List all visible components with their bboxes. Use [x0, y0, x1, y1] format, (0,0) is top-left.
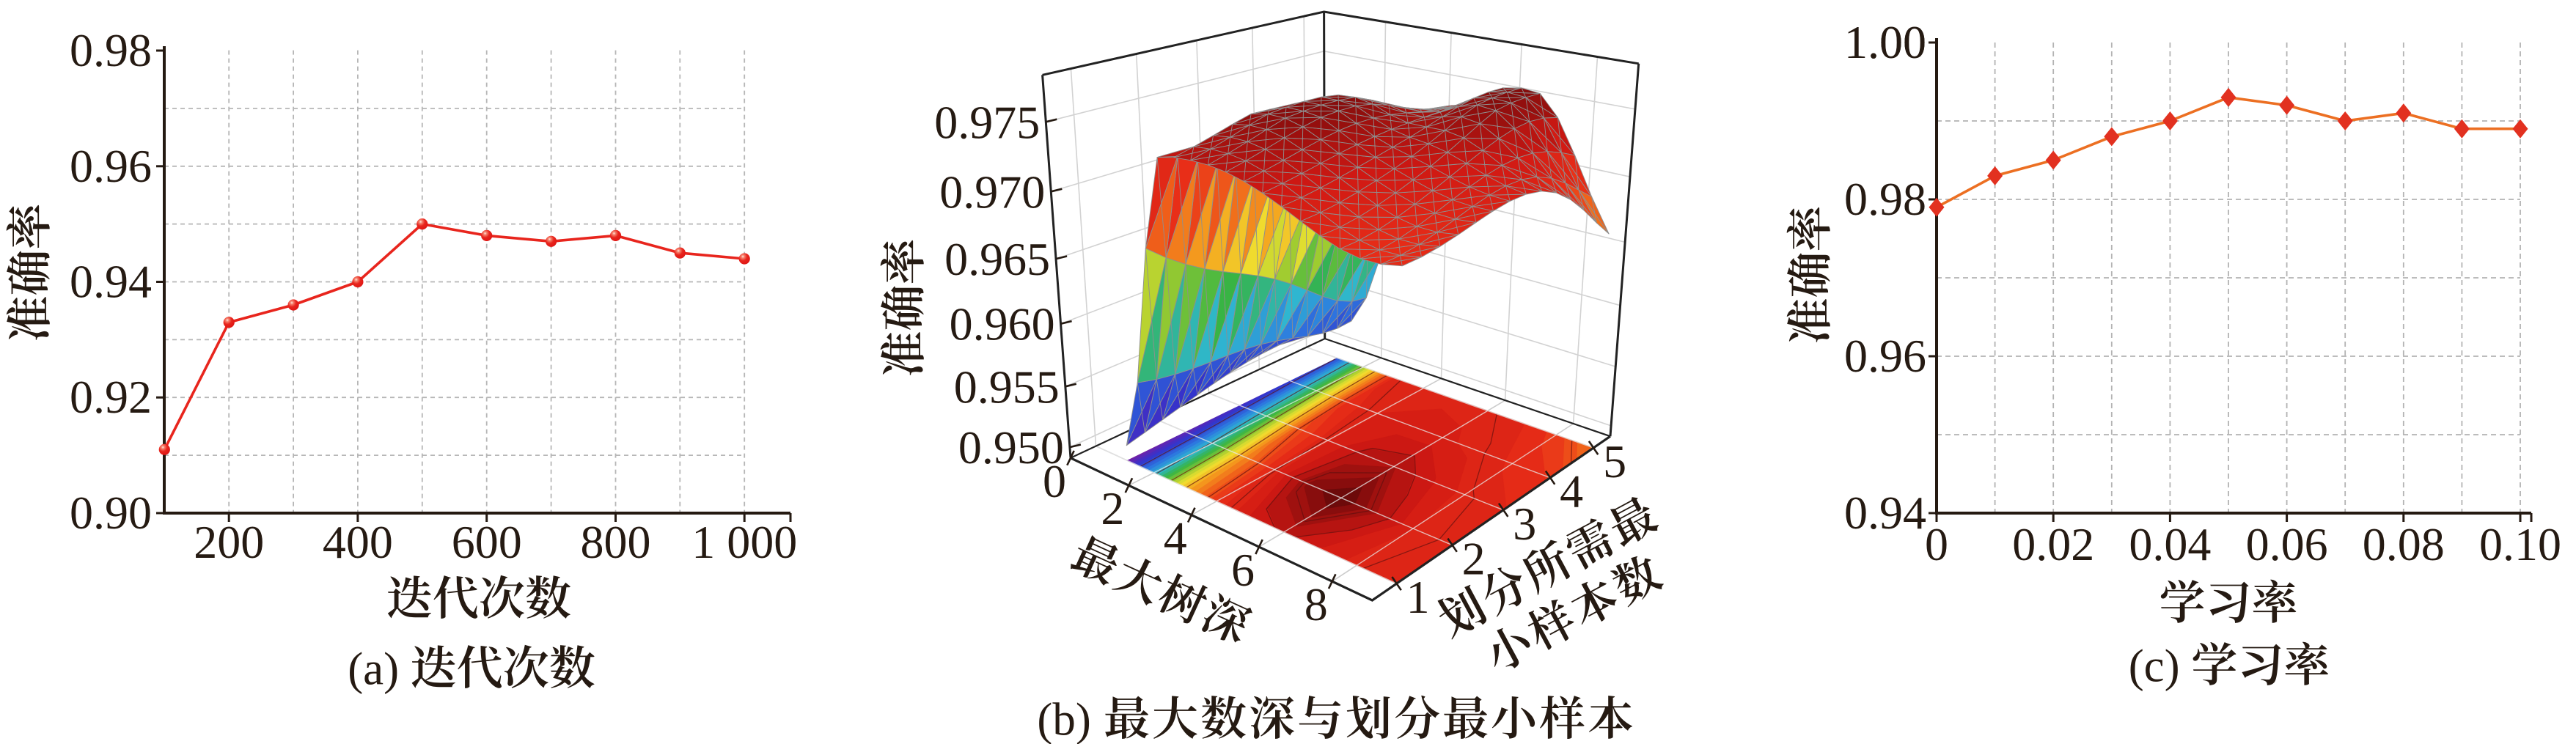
svg-text:0: 0 — [1043, 455, 1066, 507]
svg-text:1: 1 — [1406, 571, 1430, 623]
svg-text:600: 600 — [452, 516, 522, 568]
svg-text:0.98: 0.98 — [70, 24, 152, 76]
svg-text:4: 4 — [1560, 465, 1583, 518]
svg-text:2: 2 — [1101, 482, 1124, 534]
svg-text:0.92: 0.92 — [70, 371, 152, 423]
svg-text:400: 400 — [323, 516, 393, 568]
svg-text:0.02: 0.02 — [2012, 518, 2094, 570]
svg-text:(a): (a) — [348, 643, 399, 694]
svg-text:6: 6 — [1231, 544, 1255, 596]
svg-text:1.00: 1.00 — [1844, 16, 1926, 68]
svg-text:4: 4 — [1164, 512, 1187, 564]
svg-text:0.10: 0.10 — [2479, 518, 2561, 570]
svg-text:0.975: 0.975 — [934, 96, 1040, 148]
svg-text:0.06: 0.06 — [2246, 518, 2328, 570]
svg-text:0.90: 0.90 — [70, 487, 152, 539]
svg-text:1 000: 1 000 — [691, 516, 797, 568]
svg-text:1.00: 1.00 — [1844, 16, 1926, 68]
svg-text:0.960: 0.960 — [950, 298, 1055, 350]
svg-text:0.950: 0.950 — [958, 421, 1064, 474]
svg-text:0.965: 0.965 — [944, 233, 1050, 285]
svg-text:0.94: 0.94 — [70, 256, 152, 308]
svg-text:2: 2 — [1462, 533, 1486, 585]
svg-text:5: 5 — [1603, 435, 1626, 487]
svg-text:(b): (b) — [1037, 693, 1090, 744]
svg-text:200: 200 — [194, 516, 264, 568]
svg-text:8: 8 — [1304, 578, 1328, 630]
svg-text:0.04: 0.04 — [2129, 518, 2211, 570]
svg-text:800: 800 — [581, 516, 651, 568]
svg-text:0.96: 0.96 — [70, 140, 152, 192]
svg-text:0.970: 0.970 — [939, 166, 1045, 218]
svg-text:0.08: 0.08 — [2363, 518, 2445, 570]
svg-text:0.94: 0.94 — [1844, 487, 1926, 539]
svg-text:0: 0 — [1925, 518, 1948, 570]
svg-text:(c): (c) — [2129, 640, 2180, 691]
svg-text:0.955: 0.955 — [954, 361, 1060, 413]
svg-text:3: 3 — [1513, 498, 1536, 550]
svg-text:0.98: 0.98 — [1844, 173, 1926, 225]
svg-text:0.96: 0.96 — [1844, 330, 1926, 382]
